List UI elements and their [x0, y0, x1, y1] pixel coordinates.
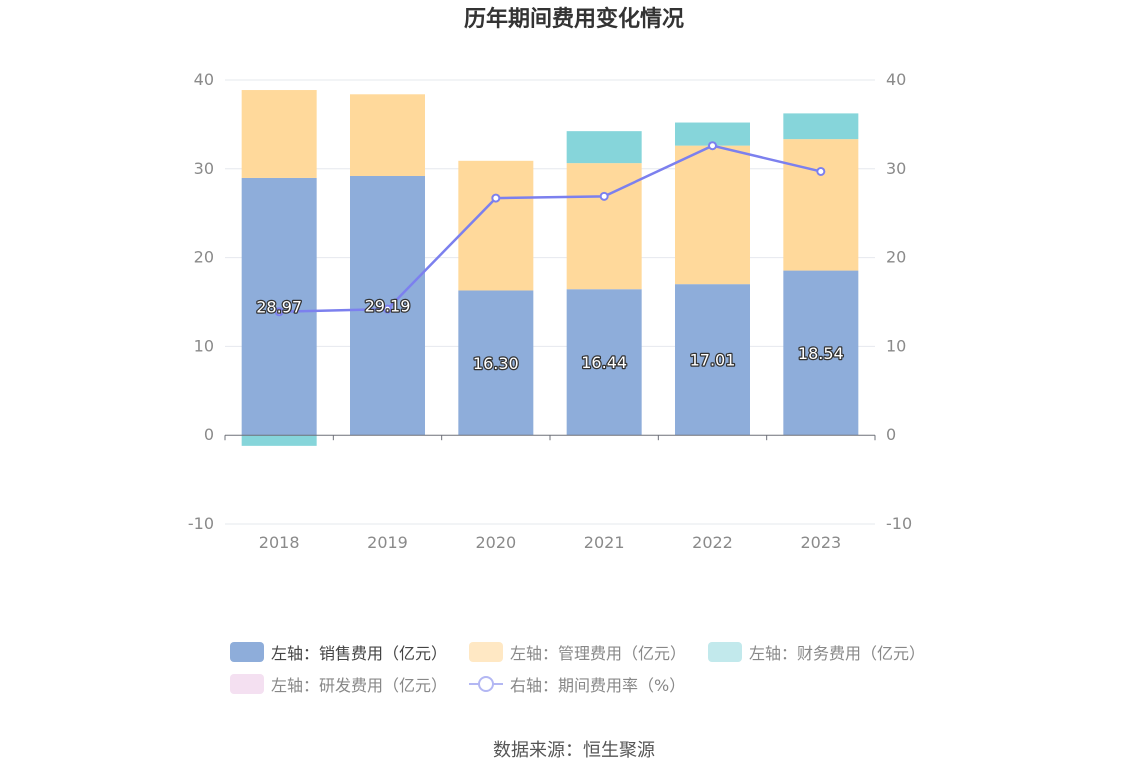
- bar-segment: [241, 177, 317, 436]
- sales-data-label: 28.97: [256, 298, 302, 317]
- sales-data-label: 16.30: [473, 354, 519, 373]
- rate-point: [383, 304, 392, 314]
- right-tick-label: -10: [886, 514, 912, 533]
- legend-item-rate[interactable]: 右轴：期间费用率（%）: [469, 672, 685, 696]
- legend-item-finance[interactable]: 左轴：财务费用（亿元）: [708, 640, 925, 664]
- legend-label-admin: 左轴：管理费用（亿元）: [510, 644, 687, 663]
- legend-label-rnd: 左轴：研发费用（亿元）: [271, 676, 448, 695]
- rate-point: [491, 193, 501, 203]
- data-labels: 28.97 29.19 16.30 16.44 17.01 18.54: [255, 295, 845, 374]
- sales-data-label: 16.44: [581, 353, 627, 372]
- bar-segment: [350, 94, 425, 176]
- rate-point: [816, 166, 826, 176]
- bar-segment: [783, 270, 859, 436]
- bar-segment: [783, 139, 859, 271]
- right-tick-label: 0: [886, 425, 896, 444]
- left-tick-label: 40: [194, 70, 214, 89]
- grid-lines: [225, 79, 875, 525]
- x-tick-label: 2018: [259, 533, 300, 552]
- left-tick-label: 0: [204, 425, 214, 444]
- right-tick-label: 20: [886, 248, 906, 267]
- legend-label-rate: 右轴：期间费用率（%）: [510, 676, 686, 695]
- rate-line-path: [279, 144, 822, 314]
- legend-item-admin[interactable]: 左轴：管理费用（亿元）: [469, 640, 686, 664]
- legend-line-icon: [469, 674, 504, 694]
- bar-segment: [675, 122, 750, 146]
- bar-segment: [566, 289, 642, 436]
- bar-segment: [458, 160, 534, 291]
- legend: 左轴：销售费用（亿元） 左轴：管理费用（亿元） 左轴：财务费用（亿元） 左轴：研…: [230, 636, 930, 700]
- rate-point: [274, 307, 284, 317]
- sales-data-label: 29.19: [365, 297, 411, 316]
- right-tick-label: 30: [886, 159, 906, 178]
- legend-swatch-rnd: [230, 674, 264, 694]
- sales-data-label: 18.54: [798, 344, 844, 363]
- bar-segment: [241, 90, 317, 178]
- legend-item-sales[interactable]: 左轴：销售费用（亿元）: [230, 640, 447, 664]
- legend-label-sales: 左轴：销售费用（亿元）: [271, 644, 448, 663]
- legend-item-rnd[interactable]: 左轴：研发费用（亿元）: [230, 672, 447, 696]
- bar-segment: [675, 145, 750, 285]
- x-tick-label: 2019: [367, 533, 408, 552]
- chart-title: 历年期间费用变化情况: [464, 6, 684, 32]
- x-tick-label: 2020: [475, 533, 516, 552]
- legend-swatch-finance: [708, 642, 743, 662]
- sales-data-label: 17.01: [690, 351, 736, 370]
- x-tick-label: 2021: [584, 533, 625, 552]
- left-tick-label: 30: [194, 159, 214, 178]
- legend-label-finance: 左轴：财务费用（亿元）: [749, 644, 926, 663]
- x-tick-label: 2023: [800, 533, 841, 552]
- legend-swatch-sales: [230, 642, 264, 662]
- right-tick-label: 40: [886, 70, 906, 89]
- right-tick-label: 10: [886, 336, 906, 355]
- x-tick-label: 2022: [692, 533, 733, 552]
- legend-row-1: 左轴：销售费用（亿元） 左轴：管理费用（亿元） 左轴：财务费用（亿元）: [230, 636, 930, 668]
- bar-segment: [241, 435, 317, 446]
- left-tick-label: -10: [188, 514, 214, 533]
- rate-point: [708, 141, 717, 151]
- left-tick-label: 10: [194, 336, 214, 355]
- bar-segment: [458, 290, 534, 436]
- legend-row-2: 左轴：研发费用（亿元） 右轴：期间费用率（%）: [230, 668, 930, 700]
- data-source: 数据来源：恒生聚源: [493, 740, 655, 761]
- bar-segment: [566, 131, 642, 164]
- bar-segment: [675, 284, 750, 436]
- left-tick-label: 20: [194, 248, 214, 267]
- bar-segment: [566, 163, 642, 290]
- rate-line: [274, 141, 826, 317]
- legend-swatch-admin: [469, 642, 504, 662]
- rate-point: [599, 191, 609, 201]
- bars: [241, 90, 859, 446]
- bar-segment: [783, 113, 859, 140]
